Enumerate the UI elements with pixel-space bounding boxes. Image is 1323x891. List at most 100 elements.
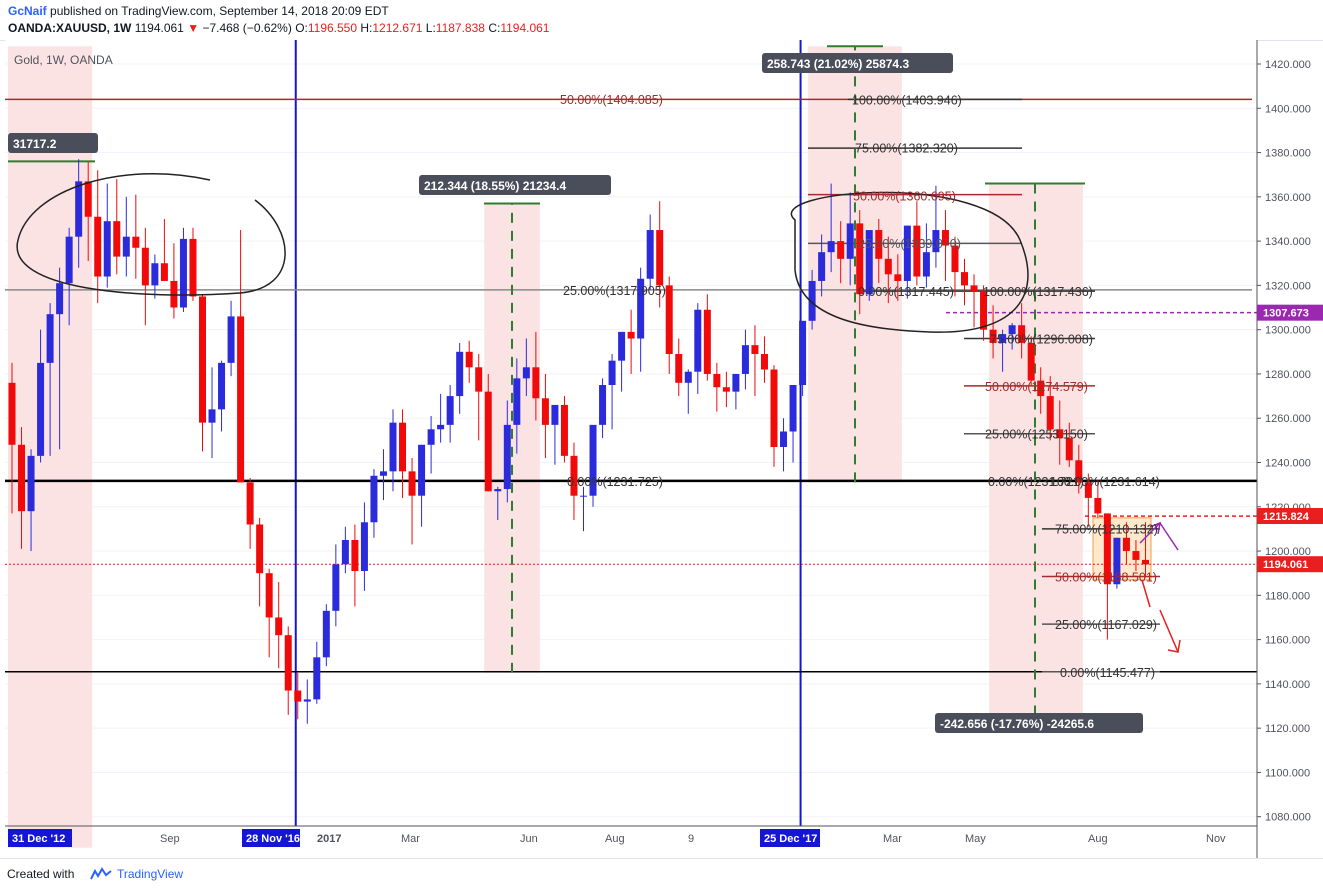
candle-body [179,238,187,308]
candle-body [1084,482,1092,498]
range-label-text: 258.743 (21.02%) 25874.3 [767,57,909,71]
range-label-text: -242.656 (-17.76%) -24265.6 [940,717,1094,731]
created-with-label: Created with [7,867,75,881]
candle-body [513,378,521,425]
candle [713,362,721,412]
candle-body [275,617,283,636]
candle-body [532,367,540,399]
candle [151,254,159,299]
candle-body [684,371,692,383]
candle-body [370,475,378,523]
fib-label: 0.00%(1231.725) [567,475,663,489]
candle-body [84,181,92,217]
candle-body [103,221,111,277]
y-tick-label: 1200.000 [1265,546,1311,558]
ohlc-line: OANDA:XAUUSD, 1W 1194.061 ▼ −7.468 (−0.6… [8,21,549,35]
candle [770,365,778,467]
candle-body [379,471,387,476]
candle-body [351,539,359,571]
candle [18,427,26,549]
circle-annotation-2012 [16,173,286,296]
candle [837,221,845,284]
candle-body [341,539,349,565]
high-value: 1212.671 [372,21,423,35]
candle-body [18,444,26,512]
candle-body [1094,497,1102,514]
candle [513,358,521,454]
candle [227,300,235,377]
candle [789,385,797,463]
price-change: −7.468 (−0.62%) [202,21,292,35]
candle [189,227,197,301]
open-label: O: [295,21,308,35]
candle-body [694,309,702,372]
price-tag [1257,556,1323,573]
time-axis[interactable]: 31 Dec '12 Sep 28 Nov '16 2017 Mar Jun Aug 9 25 … [5,825,1257,847]
candle-body [475,367,483,392]
candle-body [522,367,530,379]
fib-label: 75.00%(1382.320) [855,141,958,155]
candle [646,214,654,290]
candle-body [818,252,826,281]
tradingview-logo-icon[interactable] [89,867,113,884]
candle-body [1008,325,1016,335]
candle [94,170,102,304]
candle-body [675,354,683,383]
candle-body [503,424,511,490]
author-link[interactable]: GcNaif [8,4,47,18]
tradingview-link[interactable]: TradingView [117,867,184,881]
candle [322,604,330,667]
candle [389,409,397,492]
candle [1027,336,1035,386]
price-tag-label: 1307.673 [1263,308,1309,320]
candle [722,371,730,408]
candle [522,338,530,397]
candle [84,161,92,262]
candle [656,201,664,308]
candle-body [732,373,740,392]
candle-body [970,285,978,293]
candle-body [808,280,816,321]
candle [437,393,445,443]
candle [8,362,16,514]
candle-body [332,564,340,611]
x-tick-label: May [965,833,986,845]
low-label: L: [425,21,436,35]
candle [1113,537,1121,589]
price-axis[interactable]: 1420.000 1400.000 1380.000 1360.000 1340.000… [1256,40,1323,858]
candle-body [65,236,73,284]
x-tick-label: Jun [520,833,538,845]
candle-body [1132,551,1140,560]
candle [341,526,349,574]
candle [370,469,378,538]
x-tick-label: 25 Dec '17 [764,833,817,845]
fib-label: 50.00%(1188.501) [1055,571,1157,585]
x-tick-label: Aug [1088,833,1108,845]
candle-body [751,345,759,355]
publish-info: published on TradingView.com, September … [50,4,389,18]
x-tick-label: Mar [883,833,902,845]
candle-body [961,272,968,286]
candle [494,486,502,521]
candle-body [922,252,930,277]
price-tag-label: 1215.824 [1263,511,1310,523]
range-label-text: 31717.2 [13,137,57,151]
candle [856,210,864,315]
candle [199,294,206,452]
red-arrow-2 [1159,609,1179,653]
candle [256,517,264,607]
candle [694,303,702,394]
candle [427,416,435,474]
candle [294,672,302,720]
x-tick-label: 9 [688,833,694,845]
candle [132,194,140,279]
candle-body [322,610,330,658]
fib-label: 100.00%(1403.946) [852,94,962,108]
candle [665,276,673,374]
fib-label: 75.00%(1210.132) [1055,523,1158,537]
candle [1065,422,1073,467]
candle [818,234,826,297]
price-chart[interactable]: 50.00%(1404.085) 100.00%(1403.946) 75.00%(… [0,40,1323,858]
candle-body [141,247,149,286]
chart-title: Gold, 1W, OANDA [14,53,113,67]
